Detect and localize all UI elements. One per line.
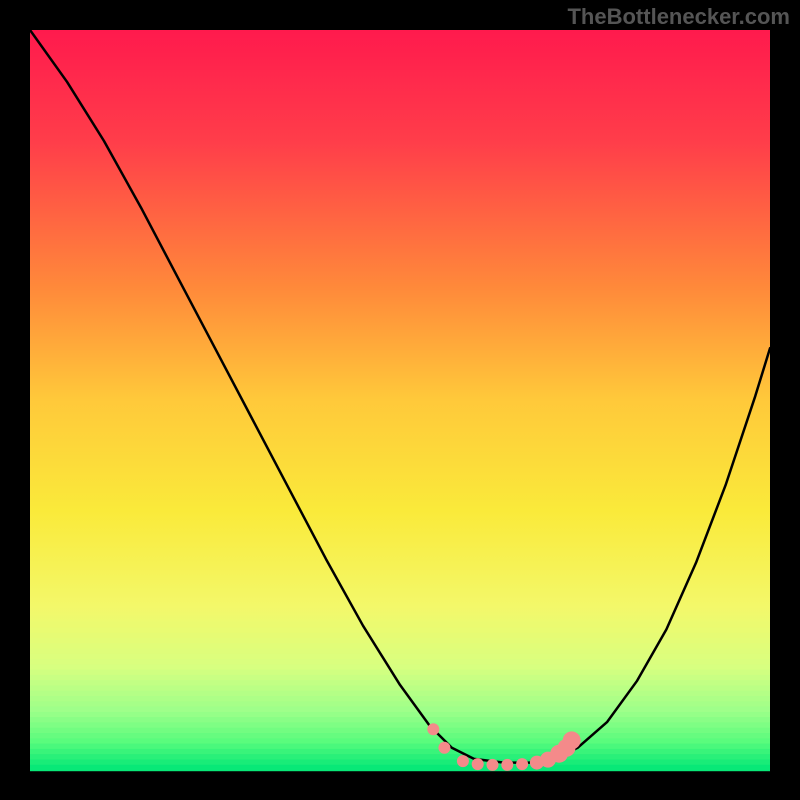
chart-root: TheBottlenecker.com <box>0 0 800 800</box>
marker-dot <box>472 758 484 770</box>
watermark-text: TheBottlenecker.com <box>567 4 790 30</box>
marker-dot <box>516 758 528 770</box>
marker-dot <box>501 759 513 771</box>
marker-dot <box>427 723 439 735</box>
marker-dot <box>457 755 469 767</box>
chart-svg <box>0 0 800 800</box>
marker-dot <box>438 742 450 754</box>
marker-dot <box>487 759 499 771</box>
marker-dot <box>563 731 581 749</box>
